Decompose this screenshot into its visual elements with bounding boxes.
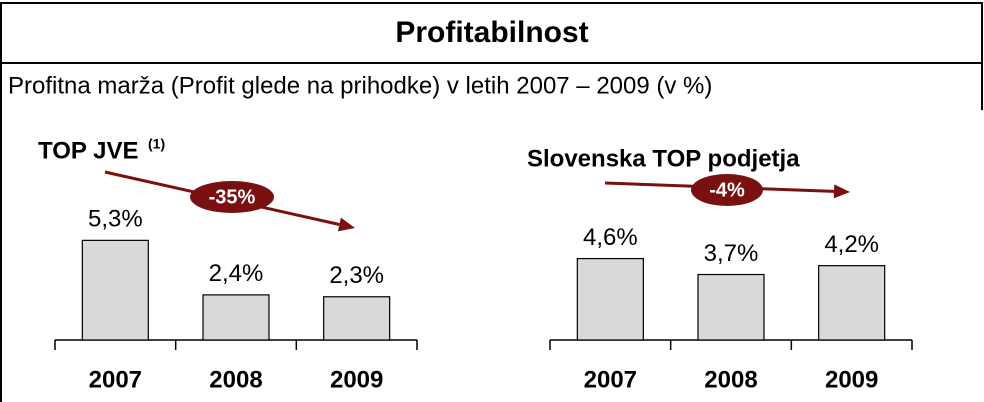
change-label: -35% (209, 186, 256, 208)
trend-arrow-head (337, 217, 355, 232)
value-label: 5,3% (88, 206, 143, 233)
change-badge (691, 174, 763, 206)
x-tick-label: 2007 (584, 366, 637, 393)
title-note: (1) (148, 136, 165, 152)
x-tick-label: 2009 (330, 366, 383, 393)
value-label: 2,4% (209, 260, 264, 287)
value-label: 2,3% (329, 262, 384, 289)
change-label: -4% (709, 179, 745, 201)
value-label: 4,6% (583, 224, 638, 251)
header-title: Profitabilnost (395, 16, 588, 49)
bar (202, 294, 270, 341)
bar (576, 257, 644, 341)
x-tick-label: 2007 (89, 366, 142, 393)
chart-title: Slovenska TOP podjetja (527, 145, 800, 172)
change-badge (190, 181, 274, 213)
subtitle: Profitna marža (Profit glede na prihodke… (8, 72, 712, 99)
trend-arrow-head (833, 184, 850, 199)
value-label: 4,2% (824, 231, 879, 258)
bar (81, 239, 149, 341)
header-box (0, 2, 983, 64)
bar (697, 273, 765, 341)
chart-title: TOP JVE (38, 137, 139, 164)
bar (323, 296, 391, 341)
x-tick-label: 2008 (704, 366, 757, 393)
value-label: 3,7% (704, 240, 759, 267)
x-tick-label: 2008 (209, 366, 262, 393)
x-tick-label: 2009 (825, 366, 878, 393)
bar (818, 265, 886, 341)
